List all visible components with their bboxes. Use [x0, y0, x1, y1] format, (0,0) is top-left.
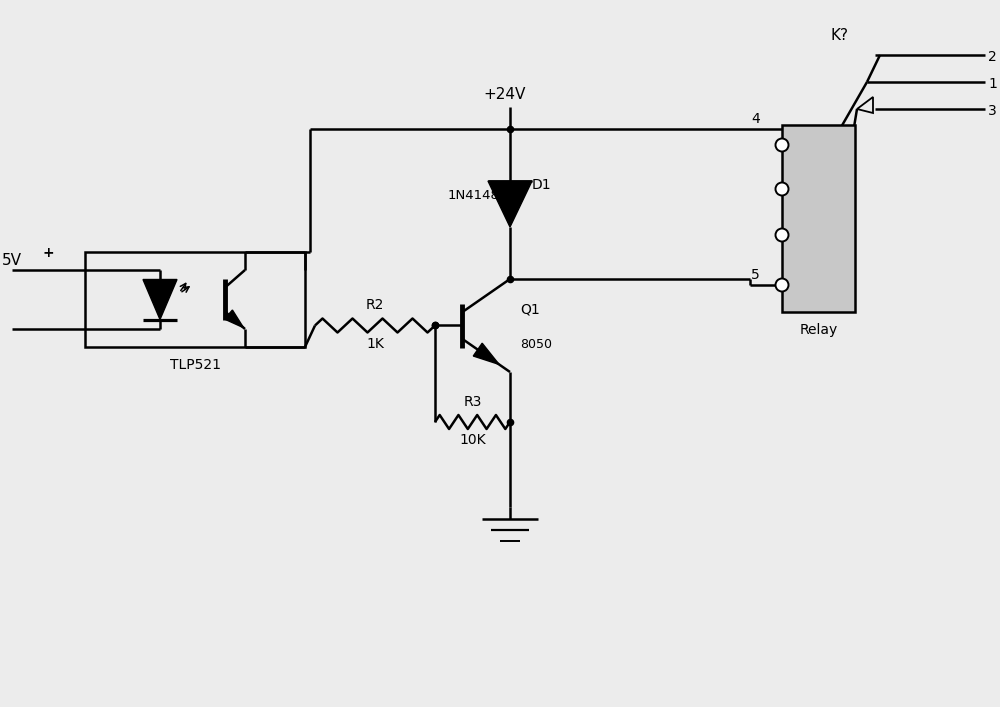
Text: +: +	[42, 246, 54, 260]
Text: R3: R3	[463, 395, 482, 409]
Circle shape	[776, 139, 788, 151]
Polygon shape	[225, 310, 244, 328]
Polygon shape	[488, 181, 532, 227]
Polygon shape	[473, 343, 499, 364]
Text: R2: R2	[366, 298, 384, 312]
Text: TLP521: TLP521	[170, 358, 221, 372]
Circle shape	[776, 228, 788, 242]
Text: 4: 4	[751, 112, 760, 126]
Circle shape	[776, 279, 788, 291]
Text: D1: D1	[532, 178, 552, 192]
Text: K?: K?	[830, 28, 848, 43]
Text: Q1: Q1	[520, 303, 540, 317]
Text: 5V: 5V	[2, 253, 22, 268]
Bar	[85, 252, 305, 347]
Text: 8050: 8050	[520, 337, 552, 351]
Text: +24V: +24V	[484, 87, 526, 102]
Bar	[782, 125, 855, 312]
Text: 1K: 1K	[366, 337, 384, 351]
Circle shape	[776, 182, 788, 196]
Text: 1N4148: 1N4148	[448, 189, 500, 202]
Polygon shape	[143, 279, 177, 320]
Text: 3: 3	[988, 104, 997, 118]
Text: 10K: 10K	[459, 433, 486, 447]
Text: 5: 5	[751, 268, 760, 282]
Text: 2: 2	[988, 50, 997, 64]
Text: 1: 1	[988, 77, 997, 91]
Text: Relay: Relay	[799, 323, 838, 337]
